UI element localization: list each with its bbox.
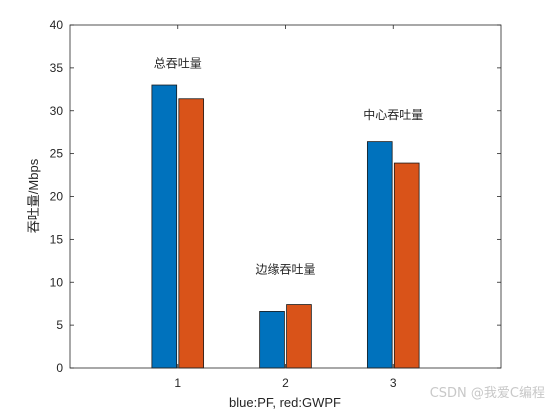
bar-series2-cat2: [286, 304, 312, 369]
bar-series2-cat1: [178, 98, 205, 369]
annotation-label: 总吞吐量: [154, 57, 202, 71]
y-tick-label: 30: [50, 104, 64, 118]
x-tick-label: 2: [282, 376, 289, 390]
y-tick-label: 25: [50, 147, 64, 161]
x-tick-label: 1: [174, 376, 181, 390]
annotation-label: 中心吞吐量: [363, 107, 423, 122]
x-tick-label: 3: [390, 376, 397, 390]
y-axis: 0 5 10 15 20 25 30 35 40: [50, 18, 501, 375]
x-axis-label: blue:PF, red:GWPF: [229, 395, 341, 410]
y-tick-label: 0: [56, 361, 63, 375]
bar-series1-cat1: [151, 84, 178, 369]
plot-area: [70, 25, 501, 368]
bar-series1-cat2: [259, 311, 285, 369]
y-tick-label: 20: [50, 190, 64, 204]
x-axis: 1 2 3: [174, 25, 397, 390]
y-tick-label: 35: [50, 61, 64, 75]
y-tick-label: 10: [50, 275, 64, 289]
bar-series1-cat3: [366, 141, 393, 369]
bars-layer: [151, 84, 420, 369]
y-axis-label: 吞吐量/Mbps: [26, 158, 41, 233]
annotation-label: 边缘吞吐量: [255, 262, 315, 276]
y-tick-label: 40: [50, 18, 64, 32]
bar-series2-cat3: [393, 162, 420, 369]
y-tick-label: 5: [56, 318, 63, 332]
watermark: CSDN @我爱C编程: [430, 386, 545, 401]
y-tick-label: 15: [50, 232, 64, 246]
